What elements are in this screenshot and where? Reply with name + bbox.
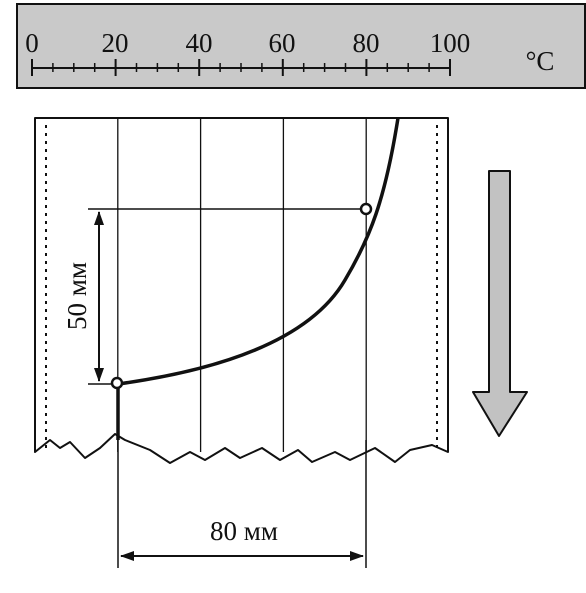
scale-tick-label: 0 bbox=[25, 28, 39, 58]
scale-tick-label: 100 bbox=[430, 28, 471, 58]
scale-tick-label: 80 bbox=[353, 28, 380, 58]
scale-background bbox=[16, 3, 586, 89]
scale-tick-label: 40 bbox=[186, 28, 213, 58]
temperature-scale: 0 20 40 60 80 100 °C bbox=[16, 3, 586, 89]
grid-lines bbox=[117, 118, 367, 452]
horizontal-dimension: 80 мм bbox=[117, 440, 367, 568]
scale-tick-label: 60 bbox=[269, 28, 296, 58]
chart-paper bbox=[34, 117, 449, 464]
horizontal-dimension-label: 80 мм bbox=[210, 516, 278, 546]
start-point-marker bbox=[110, 376, 124, 390]
scale-tick-label: 20 bbox=[102, 28, 129, 58]
end-point-marker bbox=[359, 202, 373, 216]
vertical-dimension-label: 50 мм bbox=[62, 262, 92, 330]
down-arrow-icon bbox=[472, 170, 528, 437]
scale-unit-label: °C bbox=[526, 46, 555, 76]
scale-ticks bbox=[31, 59, 451, 76]
vertical-dimension: 50 мм bbox=[62, 211, 104, 382]
paper-outline bbox=[34, 117, 449, 464]
temperature-curve bbox=[117, 117, 400, 386]
